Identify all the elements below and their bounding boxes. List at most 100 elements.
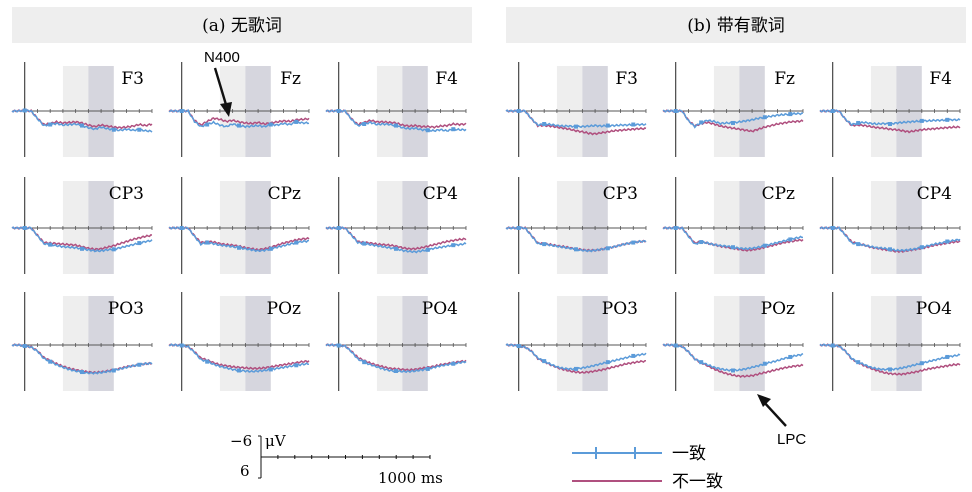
panel-header-bg	[506, 7, 966, 43]
congruent-marker	[137, 127, 142, 132]
congruent-marker	[237, 123, 241, 128]
congruent-marker	[516, 109, 521, 113]
congruent-marker	[237, 245, 241, 250]
congruent-marker	[179, 226, 184, 230]
congruent-marker	[762, 243, 767, 248]
scale-bar-ticks	[258, 435, 431, 479]
congruent-marker	[294, 363, 299, 368]
waveform-incongruent	[11, 109, 153, 130]
congruent-marker	[945, 117, 950, 122]
scale-bar-y-unit: μV	[265, 432, 287, 450]
n400-arrow-line	[213, 67, 229, 109]
congruent-marker	[888, 367, 892, 372]
legend-item-congruent: 一致	[572, 444, 706, 464]
electrode-cp3: CP3	[505, 177, 647, 274]
lpc-arrow-line	[761, 399, 787, 427]
congruent-marker	[237, 368, 241, 373]
congruent-marker	[788, 354, 793, 359]
electrode-f4: F4	[819, 62, 961, 157]
electrode-label: Fz	[280, 69, 301, 89]
electrode-po4: PO4	[819, 292, 961, 391]
congruent-marker	[425, 247, 430, 252]
scale-bar: −6 μV 6 1000 ms	[230, 432, 443, 487]
congruent-marker	[451, 361, 456, 366]
electrode-label: F4	[435, 69, 458, 89]
congruent-marker	[268, 122, 273, 127]
congruent-marker	[631, 240, 636, 245]
congruent-marker	[945, 239, 950, 244]
congruent-marker	[394, 246, 398, 251]
congruent-marker	[574, 124, 578, 129]
congruent-marker	[394, 369, 398, 373]
congruent-marker	[451, 243, 456, 248]
congruent-marker	[425, 366, 430, 371]
congruent-marker	[919, 118, 924, 123]
electrode-fz: Fz	[168, 62, 310, 157]
electrode-label: CP3	[109, 184, 144, 204]
congruent-marker	[336, 109, 341, 113]
congruent-marker	[451, 127, 456, 132]
electrode-f4: F4	[325, 62, 467, 157]
electrode-label: CP4	[423, 184, 458, 204]
congruent-marker	[137, 362, 142, 367]
congruent-marker	[574, 247, 578, 252]
congruent-marker	[542, 122, 547, 126]
electrode-poz: POz	[662, 292, 804, 391]
electrode-cpz: CPz	[662, 177, 804, 274]
n400-annotation: N400	[204, 49, 240, 117]
congruent-marker	[80, 370, 84, 375]
electrode-cp4: CP4	[819, 177, 961, 274]
electrode-po3: PO3	[11, 292, 153, 391]
panel-title: (a) 无歌词	[202, 16, 282, 36]
congruent-marker	[268, 246, 273, 251]
scale-bar-y-top: −6	[230, 432, 252, 450]
electrode-po3: PO3	[505, 292, 647, 391]
congruent-marker	[137, 241, 142, 246]
congruent-marker	[673, 226, 678, 230]
congruent-marker	[605, 360, 610, 365]
congruent-marker	[673, 343, 678, 348]
congruent-marker	[179, 109, 184, 113]
scale-bar-x-label: 1000 ms	[378, 469, 443, 487]
congruent-marker	[731, 368, 735, 373]
congruent-marker	[605, 123, 610, 128]
electrode-label: F4	[929, 69, 952, 89]
electrode-po4: PO4	[325, 292, 467, 391]
congruent-marker	[111, 127, 116, 132]
congruent-marker	[48, 359, 53, 364]
legend-item-incongruent: 不一致	[572, 472, 723, 492]
legend-label-congruent: 一致	[672, 444, 706, 464]
scale-bar-y-bottom: 6	[240, 462, 250, 480]
congruent-marker	[205, 240, 210, 245]
congruent-marker	[294, 240, 299, 245]
congruent-marker	[516, 226, 521, 230]
congruent-marker	[856, 360, 861, 365]
congruent-marker	[856, 120, 861, 125]
electrode-fz: Fz	[662, 62, 804, 157]
congruent-marker	[888, 247, 892, 252]
electrode-cp4: CP4	[325, 177, 467, 274]
erp-panels: (a) 无歌词 F3 Fz F4 CP3 CPz CP4 PO3 POz PO4 (b) 带有歌词 F…	[11, 7, 966, 391]
congruent-marker	[762, 115, 767, 120]
congruent-marker	[205, 122, 210, 127]
electrode-label: PO4	[422, 299, 458, 319]
electrode-cp3: CP3	[11, 177, 153, 274]
congruent-marker	[22, 226, 27, 230]
congruent-marker	[830, 343, 835, 348]
electrode-cpz: CPz	[168, 177, 310, 274]
congruent-marker	[336, 226, 341, 230]
congruent-marker	[542, 359, 547, 364]
congruent-marker	[631, 122, 636, 127]
electrode-label: Fz	[774, 69, 795, 89]
congruent-marker	[111, 247, 116, 252]
congruent-marker	[919, 361, 924, 366]
lpc-label: LPC	[777, 431, 806, 448]
congruent-marker	[574, 366, 578, 371]
panel-title: (b) 带有歌词	[687, 16, 785, 36]
electrode-label: PO3	[602, 299, 638, 319]
congruent-marker	[22, 108, 27, 113]
n400-label: N400	[204, 49, 240, 66]
electrode-label: CP3	[603, 184, 638, 204]
congruent-marker	[205, 359, 210, 364]
congruent-marker	[919, 245, 924, 250]
